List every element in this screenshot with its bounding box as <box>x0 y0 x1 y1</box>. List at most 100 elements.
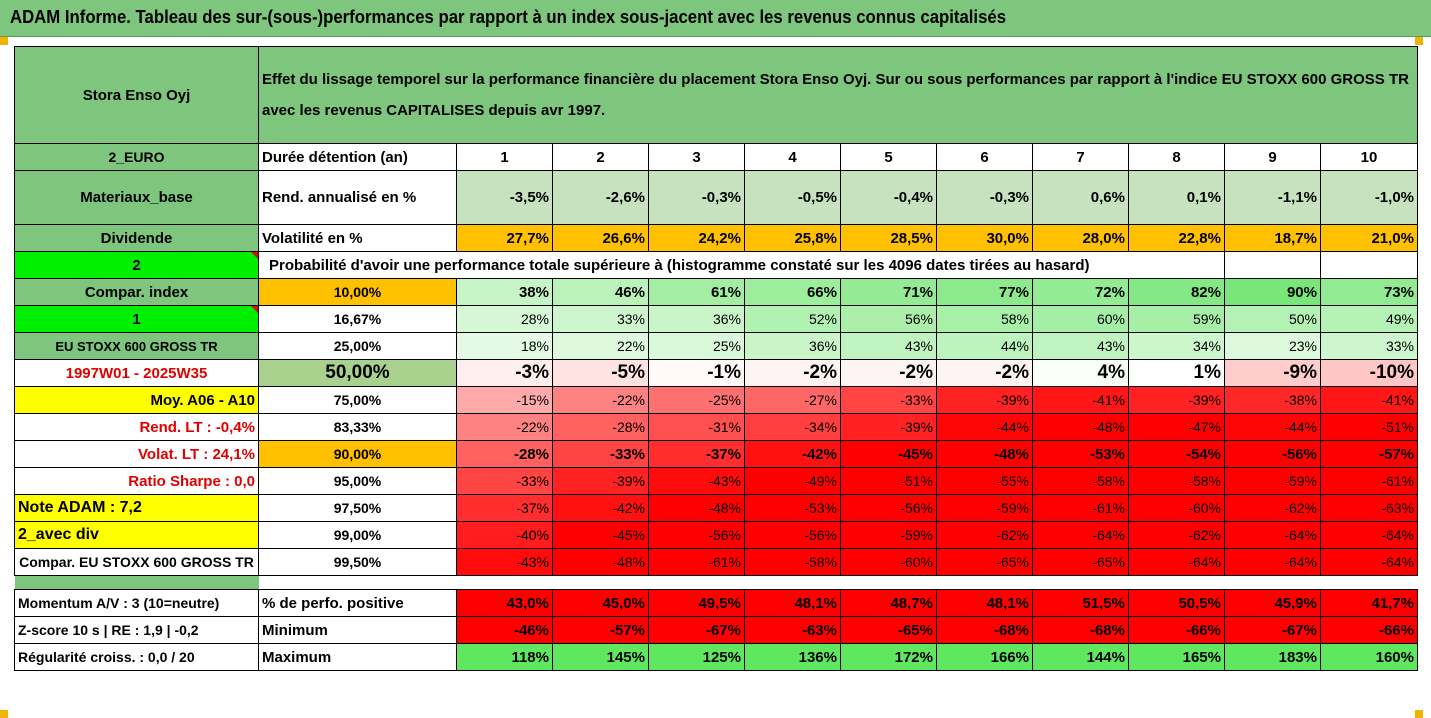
side-label: Note ADAM : 7,2 <box>14 494 259 522</box>
percentile-cell: 33% <box>552 305 649 333</box>
side-label: Moy. A06 - A10 <box>14 386 259 414</box>
percentile-cell: -48% <box>552 548 649 576</box>
rend-value: -0,4% <box>840 170 937 225</box>
maximum-value: 145% <box>552 643 649 671</box>
percentile-cell: -64% <box>1224 548 1321 576</box>
percentile-cell: 50% <box>1224 305 1321 333</box>
percentile-cell: -59% <box>840 521 937 549</box>
header-row: Stora Enso Oyj Effet du lissage temporel … <box>14 46 1418 144</box>
percentile-cell: -65% <box>1032 548 1129 576</box>
perfo-value: 48,1% <box>744 589 841 617</box>
vol-row: Dividende Volatilité en % 27,7% 26,6% 24,2% 2… <box>14 224 1418 252</box>
percentile-cell: -27% <box>744 386 841 414</box>
perfo-value: 45,9% <box>1224 589 1321 617</box>
percentile-cell: 4% <box>1032 359 1129 387</box>
percentile-cell: -39% <box>1128 386 1225 414</box>
side-label: EU STOXX 600 GROSS TR <box>14 332 259 360</box>
percentile-value: 83,33% <box>258 413 457 441</box>
vol-value: 25,8% <box>744 224 841 252</box>
perfo-value: 48,1% <box>936 589 1033 617</box>
maximum-value: 160% <box>1320 643 1418 671</box>
side-label: Volat. LT : 24,1% <box>14 440 259 468</box>
percentile-cell: -56% <box>648 521 745 549</box>
percentile-cell: -42% <box>744 440 841 468</box>
rend-row: Materiaux_base Rend. annualisé en % -3,5% -… <box>14 170 1418 225</box>
percentile-cell: 36% <box>648 305 745 333</box>
minimum-value: -67% <box>648 616 745 644</box>
percentile-cell: -64% <box>1032 521 1129 549</box>
year-header: 3 <box>648 143 745 171</box>
percentile-cell: -64% <box>1128 548 1225 576</box>
vol-value: 18,7% <box>1224 224 1321 252</box>
percentile-cell: -57% <box>1320 440 1418 468</box>
percentile-cell: -37% <box>456 494 553 522</box>
percentile-cell: 52% <box>744 305 841 333</box>
rend-value: 0,1% <box>1128 170 1225 225</box>
corner-marker <box>0 37 8 45</box>
maximum-value: 172% <box>840 643 937 671</box>
percentile-row: Volat. LT : 24,1% 90,00% -28% -33% -37% -42% -… <box>14 440 1418 468</box>
percentile-value: 10,00% <box>258 278 457 306</box>
sector-label: Materiaux_base <box>14 170 259 225</box>
percentile-cell: -58% <box>744 548 841 576</box>
rend-value: -0,3% <box>648 170 745 225</box>
percentile-cell: 46% <box>552 278 649 306</box>
minimum-value: -68% <box>936 616 1033 644</box>
percentile-row: 2_avec div 99,00% -40% -45% -56% -56% -59% -62%… <box>14 521 1418 549</box>
percentile-cell: -56% <box>1224 440 1321 468</box>
vol-value: 30,0% <box>936 224 1033 252</box>
regularite-label: Régularité croiss. : 0,0 / 20 <box>14 643 259 671</box>
percentile-cell: 43% <box>1032 332 1129 360</box>
minimum-value: -63% <box>744 616 841 644</box>
vol-label: Volatilité en % <box>258 224 457 252</box>
perfo-value: 45,0% <box>552 589 649 617</box>
percentile-cell: -2% <box>744 359 841 387</box>
minimum-value: -46% <box>456 616 553 644</box>
percentile-cell: -9% <box>1224 359 1321 387</box>
percentile-row: Compar. EU STOXX 600 GROSS TR 99,50% -43% -… <box>14 548 1418 576</box>
zscore-label: Z-score 10 s | RE : 1,9 | -0,2 <box>14 616 259 644</box>
percentile-cell: -60% <box>840 548 937 576</box>
percentile-cell: 82% <box>1128 278 1225 306</box>
momentum-label: Momentum A/V : 3 (10=neutre) <box>14 589 259 617</box>
percentile-cell: -51% <box>1320 413 1418 441</box>
percentile-cell: 18% <box>456 332 553 360</box>
percentile-cell: -65% <box>936 548 1033 576</box>
percentile-cell: -33% <box>840 386 937 414</box>
percentile-cell: -33% <box>552 440 649 468</box>
percentile-cell: 60% <box>1032 305 1129 333</box>
percentile-cell: -1% <box>648 359 745 387</box>
percentile-cell: 90% <box>1224 278 1321 306</box>
percentile-cell: -48% <box>1032 413 1129 441</box>
percentile-cell: -64% <box>1224 521 1321 549</box>
percentile-cell: 66% <box>744 278 841 306</box>
percentile-row: Note ADAM : 7,2 97,50% -37% -42% -48% -53% -56… <box>14 494 1418 522</box>
percentile-cell: -5% <box>552 359 649 387</box>
maximum-value: 183% <box>1224 643 1321 671</box>
percentile-cell: 73% <box>1320 278 1418 306</box>
perfo-value: 51,5% <box>1032 589 1129 617</box>
percentile-cell: -42% <box>552 494 649 522</box>
percentile-value: 95,00% <box>258 467 457 495</box>
year-header: 7 <box>1032 143 1129 171</box>
minimum-value: -66% <box>1320 616 1418 644</box>
company-name: Stora Enso Oyj <box>14 46 259 144</box>
percentile-cell: -61% <box>1320 467 1418 495</box>
percentile-cell: 33% <box>1320 332 1418 360</box>
vol-value: 28,0% <box>1032 224 1129 252</box>
minimum-value: -65% <box>840 616 937 644</box>
vol-value: 22,8% <box>1128 224 1225 252</box>
percentile-cell: 58% <box>936 305 1033 333</box>
rend-label: Rend. annualisé en % <box>258 170 457 225</box>
percentile-row: 1997W01 - 2025W35 50,00% -3% -5% -1% -2% -2% -2… <box>14 359 1418 387</box>
description: Effet du lissage temporel sur la perform… <box>258 46 1418 144</box>
percentile-cell: 49% <box>1320 305 1418 333</box>
percentile-cell: -45% <box>552 521 649 549</box>
percentile-cell: -41% <box>1320 386 1418 414</box>
percentile-row: Ratio Sharpe : 0,0 95,00% -33% -39% -43% -49%… <box>14 467 1418 495</box>
percentile-cell: 28% <box>456 305 553 333</box>
percentile-cell: -62% <box>1128 521 1225 549</box>
year-header: 2 <box>552 143 649 171</box>
minimum-value: -66% <box>1128 616 1225 644</box>
spacer-cell <box>259 576 1418 590</box>
